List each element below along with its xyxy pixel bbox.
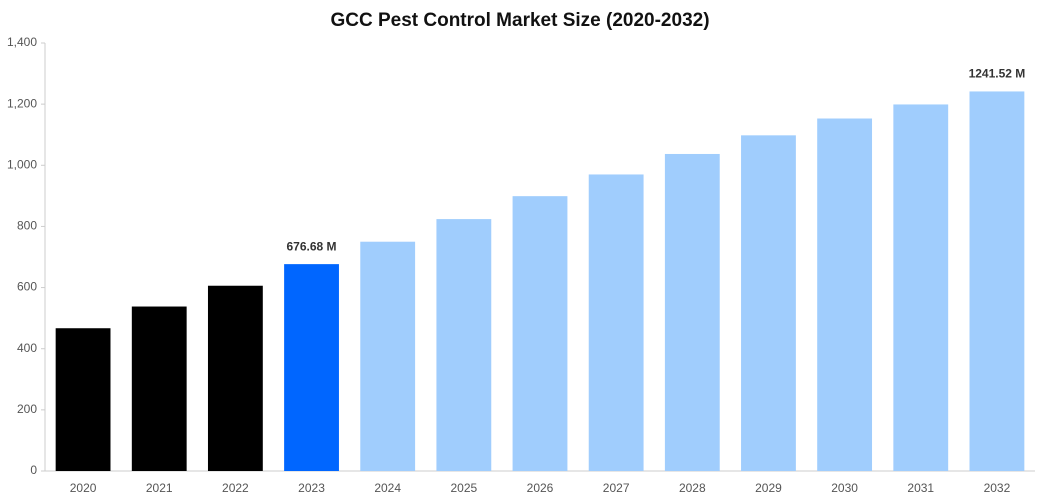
x-tick-label: 2032 xyxy=(984,481,1011,495)
bar xyxy=(512,196,568,472)
x-tick-label: 2025 xyxy=(450,481,477,495)
y-tick-label: 800 xyxy=(17,219,37,233)
x-tick-label: 2031 xyxy=(907,481,934,495)
bar xyxy=(360,241,416,471)
bar xyxy=(284,264,339,471)
x-tick-label: 2028 xyxy=(679,481,706,495)
x-tick-label: 2030 xyxy=(831,481,858,495)
bar xyxy=(817,118,873,472)
bar xyxy=(131,306,187,471)
x-tick-label: 2027 xyxy=(603,481,630,495)
y-tick-label: 1,400 xyxy=(7,35,37,49)
value-label: 1241.52 M xyxy=(969,67,1026,81)
bar xyxy=(436,219,492,471)
x-tick-label: 2020 xyxy=(70,481,97,495)
bar xyxy=(207,285,263,471)
y-tick-label: 400 xyxy=(17,341,37,355)
bar xyxy=(588,174,644,471)
y-tick-label: 0 xyxy=(30,463,37,477)
x-tick-label: 2021 xyxy=(146,481,173,495)
bar xyxy=(969,91,1025,472)
y-tick-label: 200 xyxy=(17,402,37,416)
x-tick-label: 2022 xyxy=(222,481,249,495)
value-label: 676.68 M xyxy=(287,239,337,253)
x-tick-label: 2024 xyxy=(374,481,401,495)
bar xyxy=(893,104,949,471)
bar xyxy=(55,328,111,471)
chart-title: GCC Pest Control Market Size (2020-2032) xyxy=(330,10,709,31)
x-tick-label: 2026 xyxy=(527,481,554,495)
bar xyxy=(741,135,796,471)
x-tick-label: 2029 xyxy=(755,481,782,495)
y-tick-label: 1,000 xyxy=(7,157,37,171)
y-tick-label: 1,200 xyxy=(7,96,37,110)
y-tick-label: 600 xyxy=(17,280,37,294)
x-tick-label: 2023 xyxy=(298,481,325,495)
bar xyxy=(664,153,720,471)
